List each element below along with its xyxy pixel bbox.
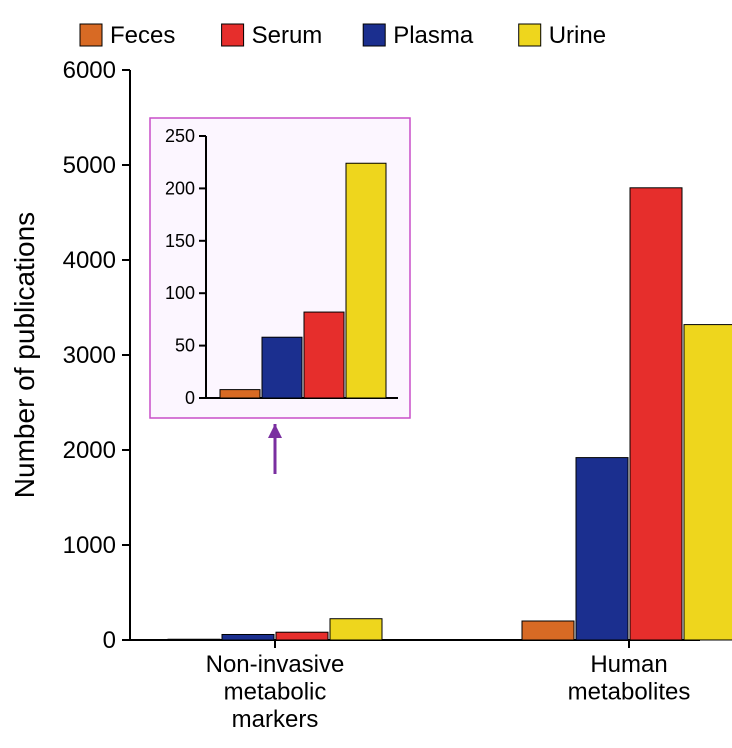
chart-svg: FecesSerumPlasmaUrine0100020003000400050… <box>0 0 732 748</box>
inset-bar-serum <box>304 312 344 398</box>
legend-swatch-serum <box>222 24 244 46</box>
bar-serum-0 <box>276 632 328 640</box>
bar-urine-0 <box>330 619 382 640</box>
chart-figure: FecesSerumPlasmaUrine0100020003000400050… <box>0 0 732 748</box>
x-axis-label-1: Humanmetabolites <box>568 651 691 706</box>
y-tick-label: 6000 <box>63 57 116 84</box>
inset-y-tick-label: 100 <box>165 283 195 303</box>
legend-label-serum: Serum <box>252 22 323 49</box>
inset-bar-plasma <box>262 337 302 398</box>
legend-label-urine: Urine <box>549 22 606 49</box>
y-tick-label: 0 <box>103 627 116 654</box>
y-tick-label: 2000 <box>63 437 116 464</box>
inset-arrow-head <box>268 424 282 438</box>
inset-y-tick-label: 0 <box>185 388 195 408</box>
bar-serum-1 <box>630 188 682 640</box>
legend-swatch-plasma <box>363 24 385 46</box>
bar-feces-1 <box>522 621 574 640</box>
inset-bar-urine <box>346 163 386 398</box>
y-axis-label: Number of publications <box>9 212 40 498</box>
bar-plasma-0 <box>222 634 274 640</box>
y-tick-label: 3000 <box>63 342 116 369</box>
bar-feces-0 <box>168 639 220 640</box>
bar-plasma-1 <box>576 458 628 640</box>
y-tick-label: 4000 <box>63 247 116 274</box>
inset-y-tick-label: 50 <box>175 336 195 356</box>
inset-y-tick-label: 250 <box>165 126 195 146</box>
y-tick-label: 1000 <box>63 532 116 559</box>
bar-urine-1 <box>684 325 732 640</box>
x-axis-label-0: Non-invasivemetabolicmarkers <box>206 651 345 733</box>
legend-label-plasma: Plasma <box>393 22 474 49</box>
legend-swatch-urine <box>519 24 541 46</box>
inset-bar-feces <box>220 390 260 398</box>
legend-label-feces: Feces <box>110 22 175 49</box>
y-tick-label: 5000 <box>63 152 116 179</box>
inset-y-tick-label: 150 <box>165 231 195 251</box>
inset-y-tick-label: 200 <box>165 178 195 198</box>
legend-swatch-feces <box>80 24 102 46</box>
